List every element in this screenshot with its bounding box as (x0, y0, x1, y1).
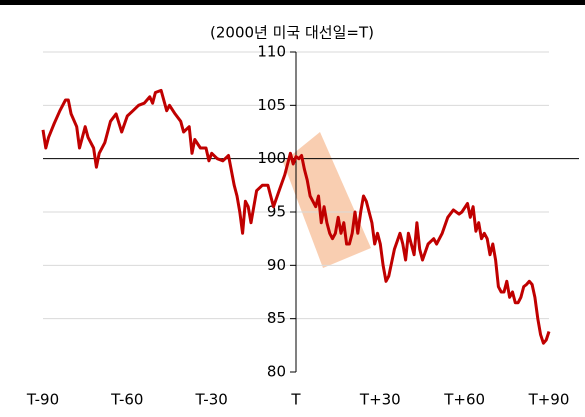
chart-title: (2000년 미국 대선일=T) (210, 24, 374, 42)
x-tick-label: T-90 (26, 391, 59, 409)
x-tick-label: T-60 (110, 391, 143, 409)
x-tick-label: T-30 (195, 391, 228, 409)
x-tick-label: T+30 (359, 391, 401, 409)
x-tick-label: T+90 (528, 391, 570, 409)
data-line (41, 88, 551, 345)
x-tick-label: T (290, 391, 301, 409)
x-tick-label: T+60 (443, 391, 485, 409)
y-tick-label: 85 (267, 309, 286, 327)
y-tick-label: 105 (257, 96, 286, 114)
y-tick-label: 95 (267, 203, 286, 221)
y-tick-label: 110 (257, 43, 286, 61)
y-tick-label: 80 (267, 363, 286, 381)
y-tick-label: 90 (267, 256, 286, 274)
top-rule (0, 0, 585, 5)
